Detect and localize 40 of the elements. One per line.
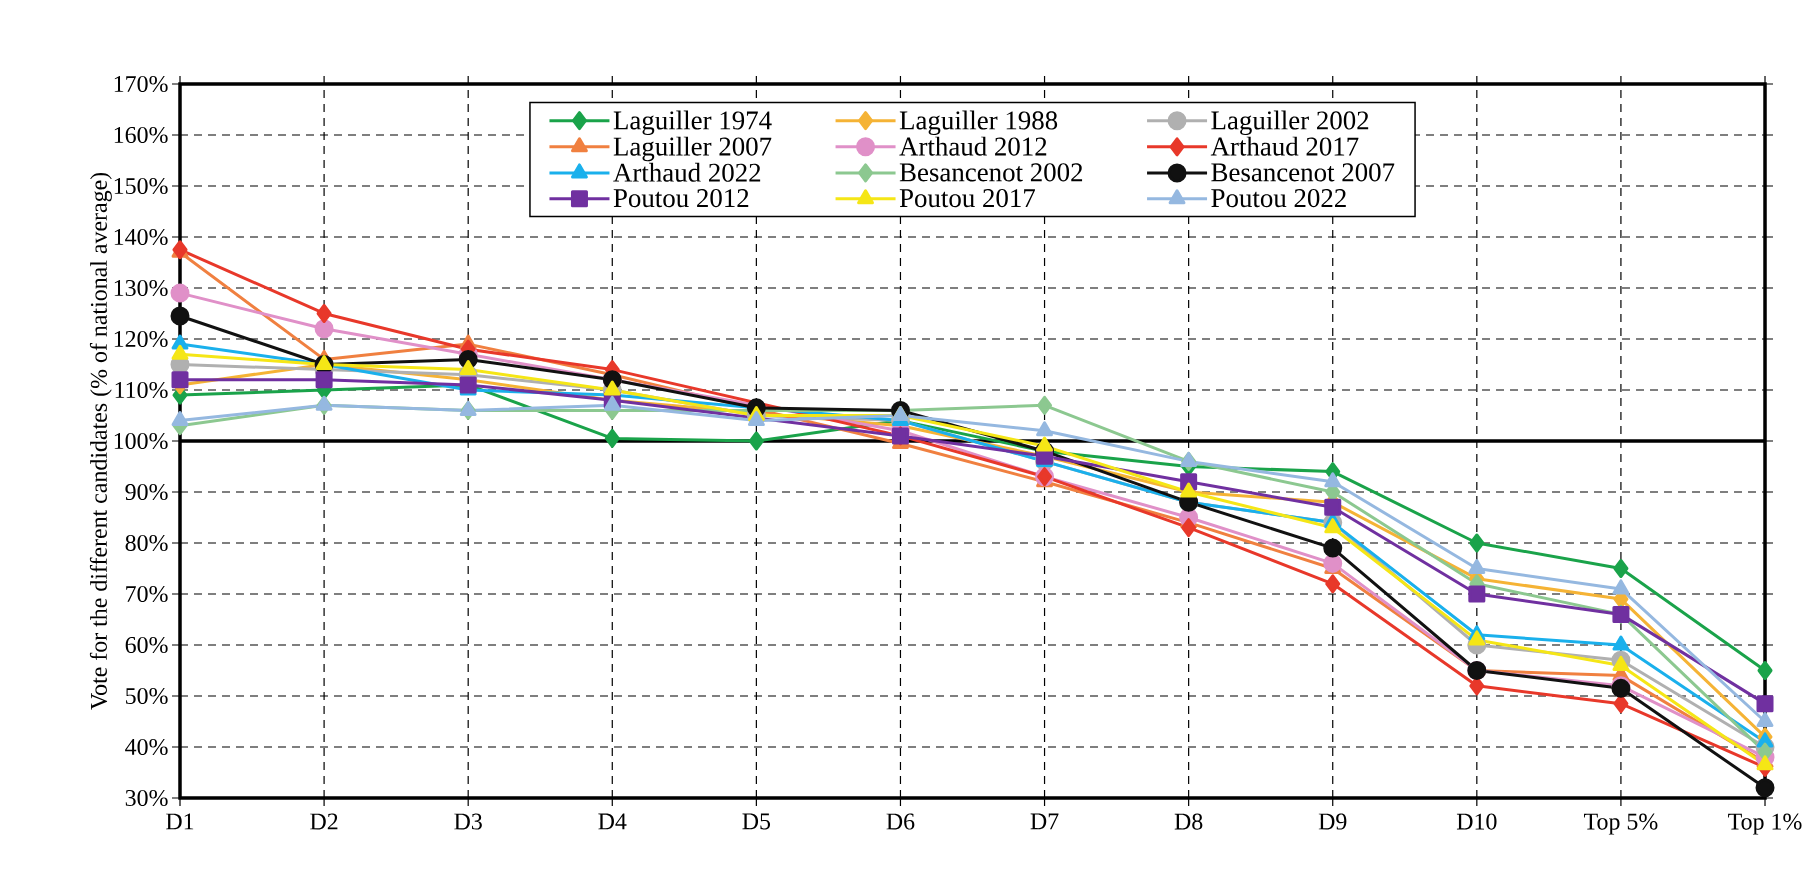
x-tick-label: D3 <box>454 813 482 830</box>
legend-label: Laguiller 1974 <box>613 110 772 136</box>
y-tick-label: 140% <box>114 228 168 246</box>
x-tick-label: D2 <box>310 813 338 830</box>
x-tick-label: Top 5% <box>1584 813 1658 835</box>
y-tick-label: 120% <box>114 330 168 348</box>
y-tick-label: 150% <box>114 177 168 195</box>
x-tick-label: D7 <box>1030 813 1059 830</box>
y-tick-label: 110% <box>115 381 168 399</box>
y-tick-label: 40% <box>125 738 168 756</box>
y-tick-label: 100% <box>114 432 168 450</box>
y-tick-label: 90% <box>125 483 168 501</box>
y-tick-label: 130% <box>114 279 168 297</box>
legend-label: Poutou 2017 <box>899 189 1035 208</box>
y-tick-label: 70% <box>126 585 168 603</box>
legend-label: Laguiller 1988 <box>899 110 1058 136</box>
x-tick-label: D5 <box>742 813 771 830</box>
legend-label: Arthaud 2012 <box>899 136 1047 156</box>
x-tick-label: D1 <box>166 813 194 830</box>
y-tick-label: 160% <box>114 126 168 144</box>
legend-label: Besancenot 2002 <box>899 163 1083 182</box>
y-tick-label: 80% <box>125 534 168 552</box>
x-tick-label: Top 1% <box>1728 813 1802 835</box>
y-axis-title: Vote for the different candidates (% of national average) <box>89 172 112 710</box>
y-tick-label: 50% <box>126 687 168 705</box>
legend-label: Laguiller 2007 <box>613 136 772 162</box>
x-tick-label: D8 <box>1174 813 1203 830</box>
x-tick-label: D6 <box>886 813 915 830</box>
y-tick-label: 170% <box>114 75 168 93</box>
x-tick-label: D10 <box>1456 813 1497 830</box>
x-tick-label: D9 <box>1318 813 1347 830</box>
x-tick-label: D4 <box>598 813 627 830</box>
y-tick-label: 60% <box>125 636 168 654</box>
legend-label: Poutou 2022 <box>1211 189 1346 208</box>
y-tick-label: 30% <box>125 789 168 807</box>
legend-label: Laguiller 2002 <box>1211 110 1369 136</box>
legend-label: Besancenot 2007 <box>1211 163 1395 182</box>
legend-label: Arthaud 2022 <box>613 162 761 182</box>
legend-label: Arthaud 2017 <box>1210 136 1359 156</box>
legend-label: Poutou 2012 <box>613 189 749 208</box>
